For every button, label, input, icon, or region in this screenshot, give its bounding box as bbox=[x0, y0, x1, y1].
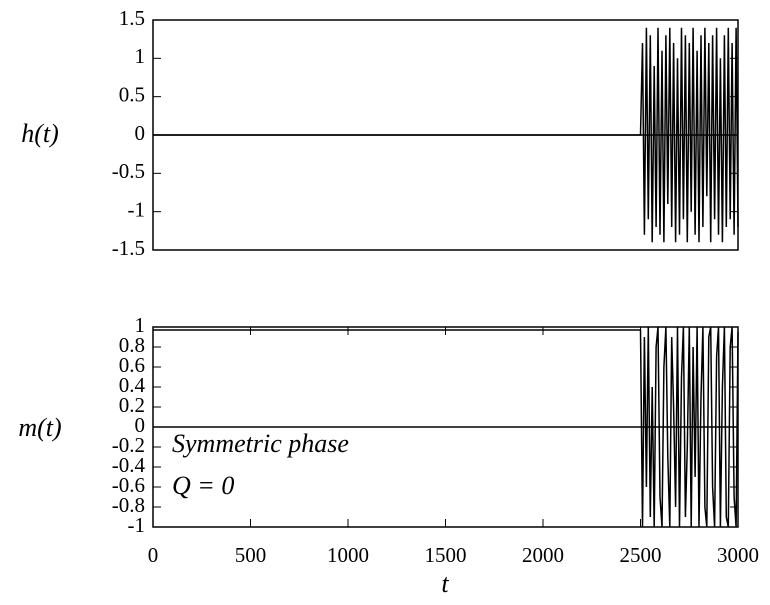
y-tick-label: -1 bbox=[128, 197, 146, 221]
y-tick-label: 1 bbox=[135, 44, 146, 68]
y-tick-label: 1.5 bbox=[119, 6, 145, 30]
y-tick-label: 0.4 bbox=[119, 373, 146, 397]
y-tick-label: -0.6 bbox=[112, 473, 145, 497]
data-line bbox=[153, 326, 739, 528]
y-tick-label: 0.8 bbox=[119, 333, 145, 357]
x-tick-label: 3000 bbox=[717, 543, 759, 567]
x-tick-label: 0 bbox=[148, 543, 159, 567]
x-tick-label: 2500 bbox=[620, 543, 662, 567]
y-tick-label: 0.5 bbox=[119, 82, 145, 106]
data-line bbox=[153, 27, 739, 243]
y-tick-label: -1 bbox=[128, 513, 146, 537]
x-tick-label: 500 bbox=[235, 543, 267, 567]
annotation: Q = 0 bbox=[172, 471, 234, 500]
y-axis-label: h(t) bbox=[21, 119, 59, 148]
y-tick-label: 0.6 bbox=[119, 353, 145, 377]
y-axis-label: m(t) bbox=[18, 413, 61, 442]
y-tick-label: 0 bbox=[135, 413, 146, 437]
y-tick-label: -0.8 bbox=[112, 493, 145, 517]
y-tick-label: -0.5 bbox=[112, 159, 145, 183]
y-tick-label: -1.5 bbox=[112, 236, 145, 260]
annotation: Symmetric phase bbox=[172, 429, 349, 458]
y-tick-label: 0.2 bbox=[119, 393, 145, 417]
x-axis-label: t bbox=[441, 569, 449, 598]
x-tick-label: 2000 bbox=[522, 543, 564, 567]
y-tick-label: -0.4 bbox=[112, 453, 146, 477]
x-tick-label: 1500 bbox=[425, 543, 467, 567]
y-tick-label: 0 bbox=[135, 121, 146, 145]
y-tick-label: 1 bbox=[135, 313, 146, 337]
x-tick-label: 1000 bbox=[327, 543, 369, 567]
y-tick-label: -0.2 bbox=[112, 433, 145, 457]
